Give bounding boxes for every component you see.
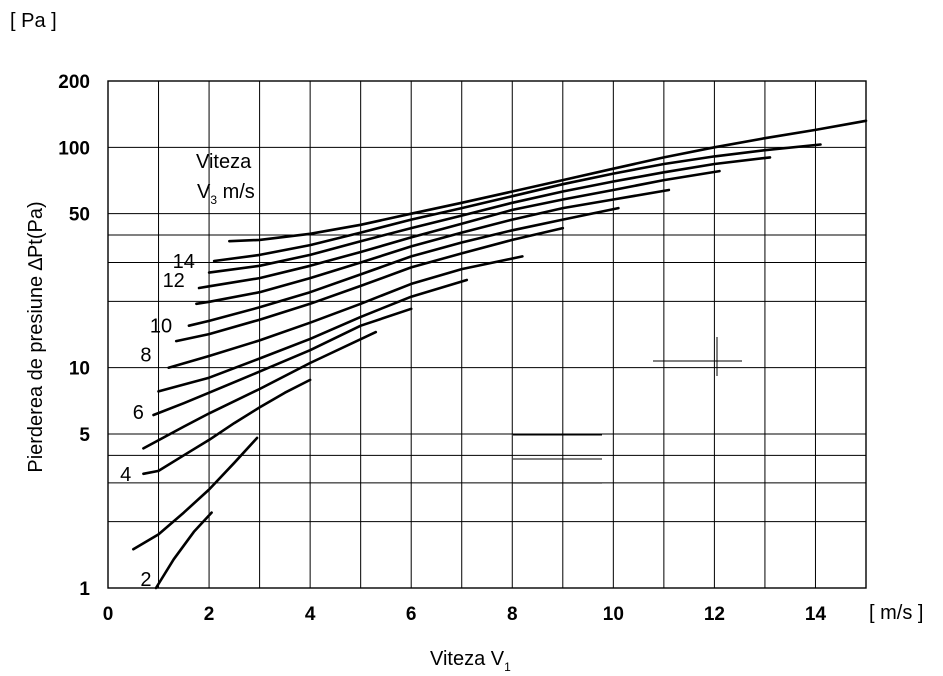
x-unit-label: [ m/s ] [869, 602, 923, 624]
y-tick-label: 200 [58, 72, 90, 93]
y-tick-label: 10 [69, 359, 90, 380]
x-axis-title-sub: 1 [504, 660, 511, 674]
x-tick-label: 8 [507, 604, 518, 625]
curve-label: 4 [120, 464, 131, 486]
series-line [195, 188, 671, 306]
y-tick-label: 1 [79, 579, 90, 600]
x-axis-title-main: Viteza V [430, 648, 505, 670]
series-line [228, 119, 868, 243]
annotation-line2: V3 m/s [197, 181, 255, 207]
curve-label: 6 [133, 402, 144, 424]
curve-label: 14 [173, 251, 195, 273]
x-tick-label: 12 [704, 604, 725, 625]
x-tick-label: 2 [204, 604, 215, 625]
x-axis-title: Viteza V1 [430, 648, 511, 674]
x-tick-label: 4 [305, 604, 316, 625]
curve-label: 8 [140, 344, 151, 366]
y-tick-label: 50 [69, 205, 90, 226]
y-tick-label: 100 [58, 138, 90, 159]
curve-label: 12 [163, 270, 185, 292]
series-line [212, 143, 822, 263]
series-line [142, 330, 378, 450]
series-line [207, 156, 772, 274]
grid [107, 80, 867, 589]
x-tick-label: 10 [603, 604, 624, 625]
series-line [167, 255, 524, 369]
annotation-v: V [197, 181, 211, 203]
x-tick-label: 14 [805, 604, 827, 625]
x-tick-label: 0 [103, 604, 114, 625]
y-axis-title: Pierderea de presiune ∆Pt(Pa) [25, 201, 47, 472]
series-line [157, 278, 469, 393]
series-line [187, 206, 620, 327]
series-line [142, 378, 312, 476]
x-tick-label: 6 [406, 604, 417, 625]
annotation-sub: 3 [210, 193, 217, 207]
series-line [132, 436, 259, 551]
series-line [174, 226, 565, 343]
y-unit-label: [ Pa ] [10, 10, 57, 32]
curve-label: 2 [140, 569, 151, 591]
plot-frame [107, 80, 867, 589]
curve-label: 10 [150, 316, 172, 338]
series-line [152, 307, 413, 417]
annotation-unit: m/s [217, 181, 255, 203]
curves [132, 119, 868, 590]
stray-marks [513, 337, 742, 484]
series-line [154, 511, 213, 590]
y-tick-label: 5 [79, 425, 90, 446]
series-line [197, 169, 721, 290]
annotation-line1: Viteza [196, 151, 252, 173]
